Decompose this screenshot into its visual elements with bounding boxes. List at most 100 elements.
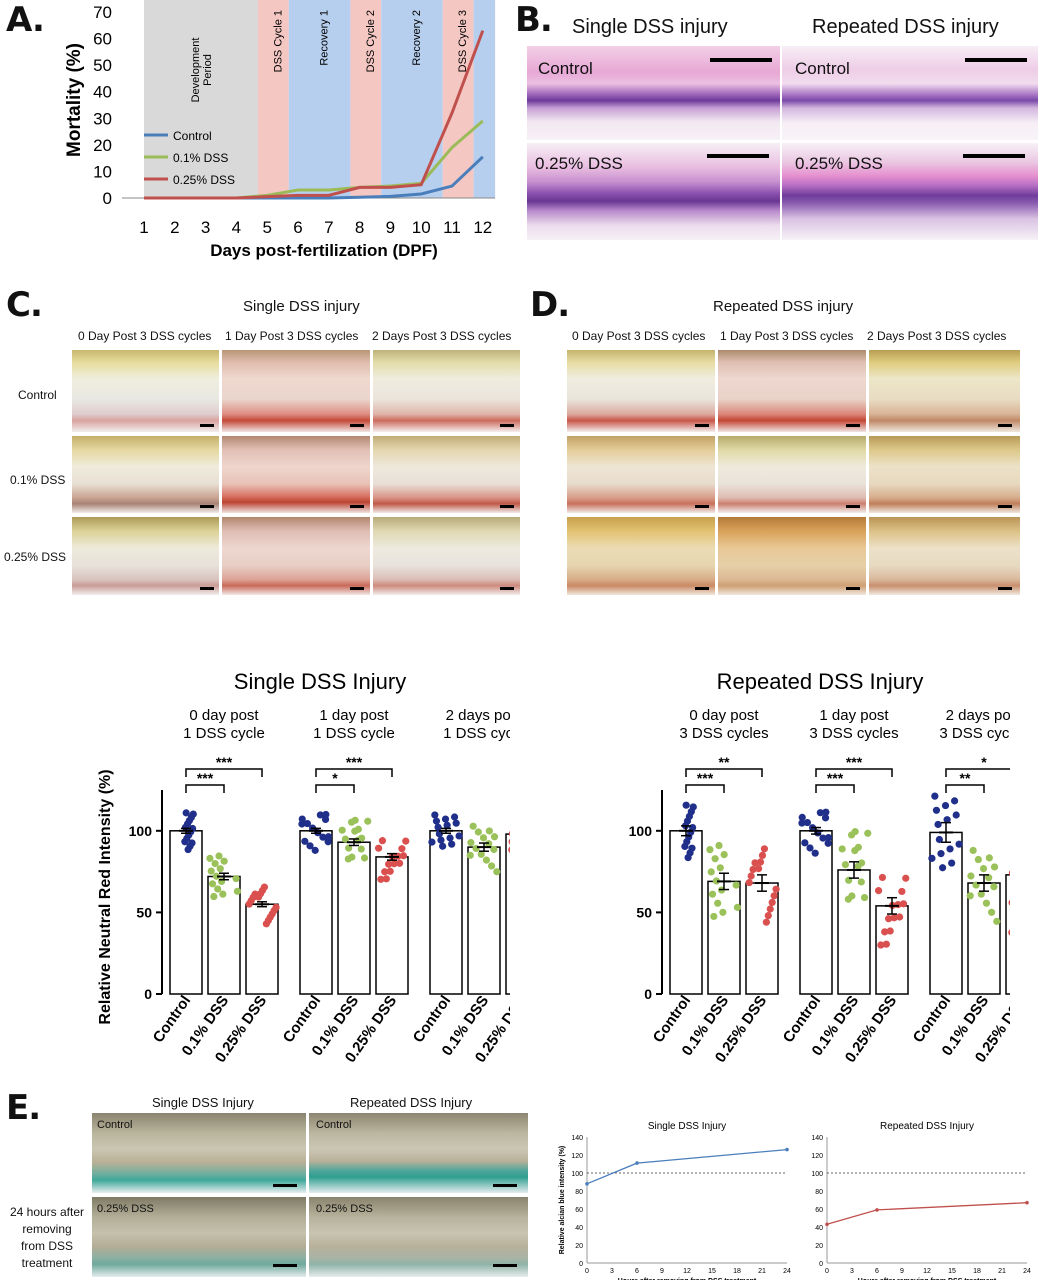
data-point	[824, 834, 833, 842]
phase-label: DevelopmentPeriod	[190, 38, 214, 103]
data-point	[941, 801, 950, 810]
fish-photo	[567, 517, 715, 595]
data-point	[212, 872, 220, 880]
data-point	[382, 875, 390, 883]
data-point	[985, 874, 993, 882]
bar-01dss	[837, 869, 871, 995]
y-tick-label: 120	[571, 1153, 583, 1160]
data-point	[875, 1208, 879, 1212]
data-point	[841, 861, 850, 869]
data-point	[482, 856, 491, 864]
panel-e-col-repeated: Repeated DSS Injury	[350, 1095, 473, 1110]
y-tick-label: 0	[103, 189, 112, 208]
data-point	[816, 809, 824, 817]
scale-bar	[350, 587, 364, 590]
alcian-photo-repeated-dss	[309, 1197, 528, 1277]
data-point	[474, 828, 482, 836]
chart-title: Single DSS Injury	[648, 1121, 726, 1132]
data-point	[857, 878, 865, 886]
data-point	[950, 797, 959, 805]
data-point	[860, 893, 869, 902]
x-tick-label: 15	[708, 1268, 716, 1275]
x-tick-label: 6	[293, 218, 302, 237]
data-point	[437, 836, 445, 844]
scale-bar	[200, 587, 214, 590]
data-point	[306, 842, 314, 850]
data-point	[896, 913, 904, 921]
fish-photo	[222, 517, 370, 595]
data-point	[443, 821, 451, 829]
data-point	[322, 810, 330, 819]
data-point	[902, 874, 910, 882]
significance-bracket	[185, 784, 225, 793]
data-point	[755, 864, 763, 873]
x-tick-label: 3	[610, 1268, 614, 1275]
panel-c-row-0.1: 0.1% DSS	[10, 473, 66, 487]
data-point	[466, 851, 474, 859]
group-label: 3 DSS cycles	[679, 725, 768, 742]
panel-c-col-2: 2 Days Post 3 DSS cycles	[372, 329, 512, 343]
legend-label: Control	[173, 129, 212, 143]
data-point	[798, 813, 806, 821]
significance-label: ***	[846, 754, 863, 770]
histology-label-repeated-dss: 0.25% DSS	[795, 154, 883, 173]
fish-photo	[869, 517, 1020, 595]
data-point	[749, 865, 757, 874]
y-tick-label: 60	[575, 1207, 583, 1214]
row-label-line: removing	[22, 1222, 72, 1236]
data-point	[450, 813, 459, 821]
y-tick-label: 80	[815, 1189, 823, 1196]
phase-label: DSS Cycle 1	[272, 10, 284, 72]
data-point	[351, 827, 359, 835]
scale-bar	[200, 505, 214, 508]
x-tick-label: 24	[1023, 1268, 1031, 1275]
scale-bar	[710, 58, 772, 62]
data-point	[477, 850, 485, 858]
data-point	[396, 859, 404, 867]
group-label: 1 day post	[819, 707, 889, 724]
data-point	[341, 835, 350, 843]
data-point	[184, 845, 192, 854]
group-label: 1 DSS cycle	[313, 725, 395, 742]
data-point	[969, 846, 977, 855]
data-point	[490, 845, 498, 854]
data-point	[751, 859, 759, 867]
series-line	[826, 1202, 1028, 1225]
data-point	[847, 831, 856, 839]
bar-control	[169, 830, 203, 995]
scale-bar	[500, 424, 514, 427]
phase-label: DSS Cycle 2	[365, 10, 377, 72]
data-point	[745, 879, 753, 887]
significance-bracket	[685, 784, 725, 793]
panel-d-title: Repeated DSS injury	[713, 298, 854, 315]
data-point	[386, 867, 394, 875]
bar-01dss	[967, 882, 1001, 995]
data-point	[682, 801, 690, 809]
scale-bar	[273, 1264, 297, 1267]
x-tick-label: 8	[355, 218, 364, 237]
data-point	[708, 890, 717, 898]
y-tick-label: 100	[571, 1171, 583, 1178]
data-point	[714, 899, 722, 907]
x-tick-label: 10	[412, 218, 431, 237]
row-label-line: treatment	[21, 1256, 73, 1270]
data-point	[684, 853, 692, 862]
data-point	[431, 811, 439, 819]
data-point	[439, 842, 447, 850]
group-label: 2 days post	[446, 707, 510, 724]
row-label-line: 24 hours after	[9, 1205, 85, 1219]
phase-band	[257, 0, 289, 198]
phase-label-line: Development	[190, 38, 202, 103]
alcian-label: 0.25% DSS	[316, 1203, 373, 1215]
scale-bar	[273, 1184, 297, 1187]
y-tick-label: 0	[819, 1261, 823, 1268]
data-point	[882, 940, 890, 948]
data-point	[357, 845, 365, 853]
data-point	[881, 928, 889, 936]
x-tick-label: 3	[850, 1268, 854, 1275]
panel-label-d: D.	[530, 285, 570, 325]
data-point	[681, 842, 689, 851]
scale-bar	[350, 505, 364, 508]
y-tick-label: 40	[93, 83, 112, 102]
y-tick-label: 0	[579, 1261, 583, 1268]
